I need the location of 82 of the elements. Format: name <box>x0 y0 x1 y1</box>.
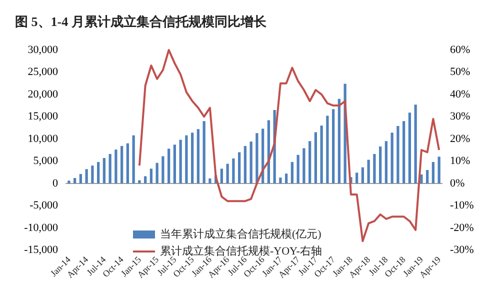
bar <box>156 162 158 184</box>
bar <box>420 174 423 184</box>
bar <box>232 158 235 184</box>
bar <box>361 167 364 184</box>
bar <box>196 129 200 184</box>
bar <box>73 178 76 184</box>
bar <box>256 133 258 184</box>
y-tick-label: 15,000 <box>28 110 58 123</box>
line-series <box>138 49 440 242</box>
bar <box>68 180 70 184</box>
bar <box>173 144 176 184</box>
bar <box>244 146 247 184</box>
y2-tick-label: -10% <box>450 200 474 212</box>
bar <box>320 126 323 184</box>
bar <box>108 154 112 184</box>
bar <box>414 104 417 184</box>
bar <box>250 142 252 184</box>
bar <box>338 98 341 184</box>
y2-tick-label: 50% <box>450 66 470 78</box>
y2-tick-label: 10% <box>450 155 470 168</box>
bar <box>96 162 100 184</box>
bar <box>91 166 94 184</box>
y2-tick-label: 30% <box>450 110 470 123</box>
bar <box>326 116 329 184</box>
bar <box>373 154 376 184</box>
bar <box>308 141 312 184</box>
bar <box>150 168 153 184</box>
y-tick-label: 10,000 <box>28 132 58 145</box>
bar <box>284 174 288 184</box>
bar <box>396 126 400 184</box>
bar <box>85 169 88 184</box>
bar <box>438 156 440 184</box>
bar <box>208 178 212 184</box>
bar <box>220 168 224 184</box>
y-tick-label: -10,000 <box>24 222 58 234</box>
y2-tick-label: 0% <box>450 177 465 190</box>
bar <box>114 150 118 184</box>
y-tick-label: 5,000 <box>33 155 58 168</box>
bar <box>167 148 170 184</box>
bar <box>138 180 141 184</box>
bar <box>384 141 388 184</box>
y-tick-label: -15,000 <box>24 244 58 256</box>
bar <box>120 146 124 184</box>
bar <box>126 143 130 184</box>
bar <box>132 135 135 184</box>
bar <box>355 172 358 184</box>
bar <box>426 170 429 184</box>
bar <box>202 121 206 184</box>
legend-label: 累计成立集合信托规模-YOY-右轴 <box>160 244 322 258</box>
bar <box>144 176 147 184</box>
bar <box>190 132 194 184</box>
y-tick-label: 20,000 <box>28 88 58 100</box>
y2-tick-label: 60% <box>450 44 470 56</box>
bar <box>185 135 188 184</box>
y2-tick-label: -20% <box>450 222 474 234</box>
y2-tick-label: -30% <box>450 244 474 256</box>
bar <box>408 112 412 184</box>
legend-label: 当年累计成立集合信托规模(亿元) <box>160 228 322 240</box>
bar <box>332 109 335 184</box>
y-tick-label: 25,000 <box>28 66 58 78</box>
bar <box>314 132 318 184</box>
y-tick-label: 0 <box>52 177 58 190</box>
bar <box>302 148 306 184</box>
bar <box>79 174 82 184</box>
bar <box>432 162 435 184</box>
y-tick-label: -5,000 <box>30 200 58 212</box>
bar <box>238 152 241 184</box>
bar <box>296 154 300 184</box>
y2-tick-label: 40% <box>450 88 470 100</box>
bar <box>378 146 382 184</box>
bar <box>102 158 106 184</box>
bar <box>390 132 394 184</box>
bar <box>290 162 294 184</box>
bar <box>179 140 182 184</box>
bar <box>226 164 229 184</box>
bar <box>367 160 370 184</box>
bar <box>402 121 406 184</box>
y-tick-label: 30,000 <box>28 44 58 56</box>
bar <box>162 156 164 184</box>
chart-title: 图 5、1-4 月累计成立集合信托规模同比增长 <box>15 14 268 29</box>
bar <box>279 178 282 184</box>
y2-tick-label: 20% <box>450 132 470 145</box>
